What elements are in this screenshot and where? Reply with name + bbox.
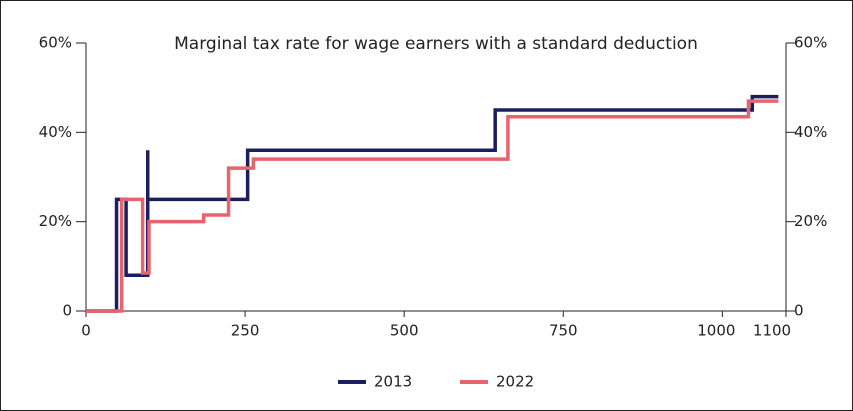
x-tick-label: 250 [231, 322, 260, 340]
y-tick-label: 60% [39, 34, 72, 52]
chart-title: Marginal tax rate for wage earners with … [174, 34, 698, 54]
y-tick-label: 20% [39, 212, 72, 230]
legend-label: 2022 [496, 373, 534, 391]
y-tick-label: 0 [62, 302, 72, 320]
x-tick-label: 1000 [697, 322, 735, 340]
x-tick-label: 0 [81, 322, 91, 340]
y-tick-label: 40% [39, 123, 72, 141]
y2-tick-label: 20% [794, 212, 827, 230]
x-tick-label: 750 [549, 322, 578, 340]
y2-tick-label: 40% [794, 123, 827, 141]
x-tick-label: 500 [390, 322, 419, 340]
y2-tick-label: 0 [794, 302, 804, 320]
x-tick-label: 1100 [753, 322, 791, 340]
y2-tick-label: 60% [794, 34, 827, 52]
legend-label: 2013 [374, 373, 412, 391]
series-line [86, 99, 779, 313]
series-line [86, 94, 779, 313]
